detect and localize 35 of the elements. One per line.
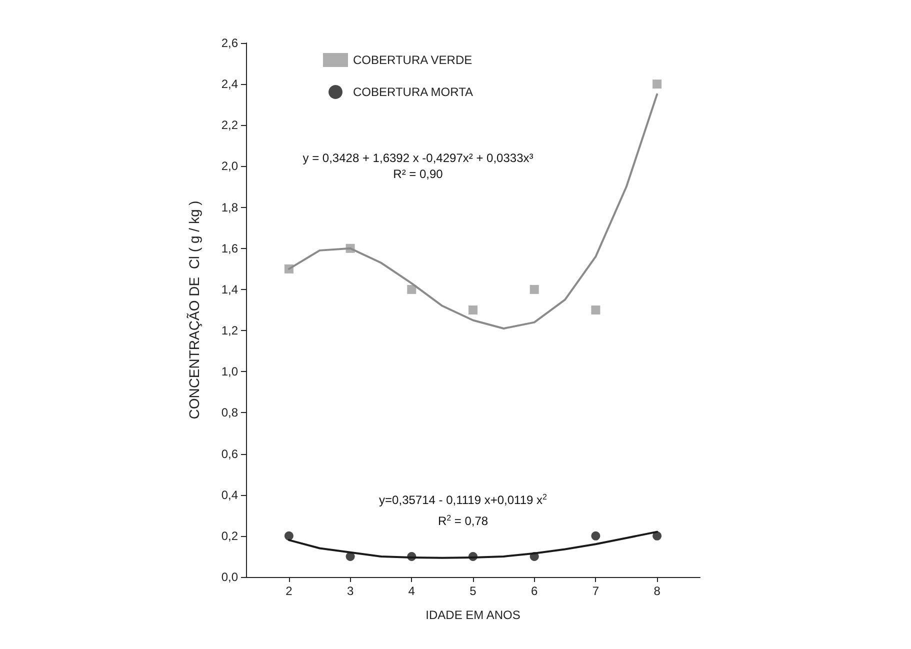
- point: [468, 306, 478, 314]
- y-tick-label: 2,6: [221, 36, 238, 50]
- point: [530, 284, 539, 294]
- y-axis-title: CONCENTRAÇÃO DE Cl ( g / kg ): [186, 200, 202, 420]
- point: [652, 80, 662, 89]
- annotation: y = 0,3428 + 1,6392 x -0,4297x² + 0,0333x³: [302, 151, 534, 165]
- x-tick-label: 4: [408, 584, 416, 598]
- y-tick-label: 1,6: [221, 241, 238, 256]
- point: [591, 531, 600, 540]
- y-tick-label: 1,8: [221, 200, 238, 214]
- x-tick-label: 6: [531, 584, 538, 598]
- x-tick-label: 2: [286, 584, 293, 598]
- point: [652, 531, 662, 540]
- y-tick-label: 0,6: [221, 446, 238, 461]
- y-tick-label: 2,2: [221, 118, 238, 132]
- y-tick-label: 0,8: [221, 406, 238, 420]
- x-axis-title: IDADE EM ANOS: [426, 608, 520, 622]
- x-tick-label: 5: [470, 584, 477, 598]
- y-tick-label: 1,2: [221, 324, 238, 338]
- x-tick-label: 8: [654, 584, 661, 598]
- y-tick-label: 0,0: [221, 570, 238, 584]
- y-tick-label: 0,4: [221, 488, 238, 502]
- legend-label: COBERTURA MORTA: [353, 85, 474, 99]
- point: [591, 306, 600, 314]
- point: [284, 531, 294, 540]
- y-tick-label: 2,4: [221, 77, 238, 92]
- x-tick-label: 7: [592, 584, 600, 598]
- point: [407, 284, 416, 294]
- legend-label: COBERTURA VERDE: [353, 53, 472, 67]
- annotation: R² = 0,90: [393, 167, 444, 181]
- x-tick-label: 3: [346, 584, 354, 598]
- y-tick-label: 1,0: [221, 364, 238, 379]
- y-tick-label: 0,2: [221, 528, 238, 543]
- y-tick-label: 2,0: [221, 159, 238, 174]
- y-tick-label: 1,4: [221, 282, 238, 296]
